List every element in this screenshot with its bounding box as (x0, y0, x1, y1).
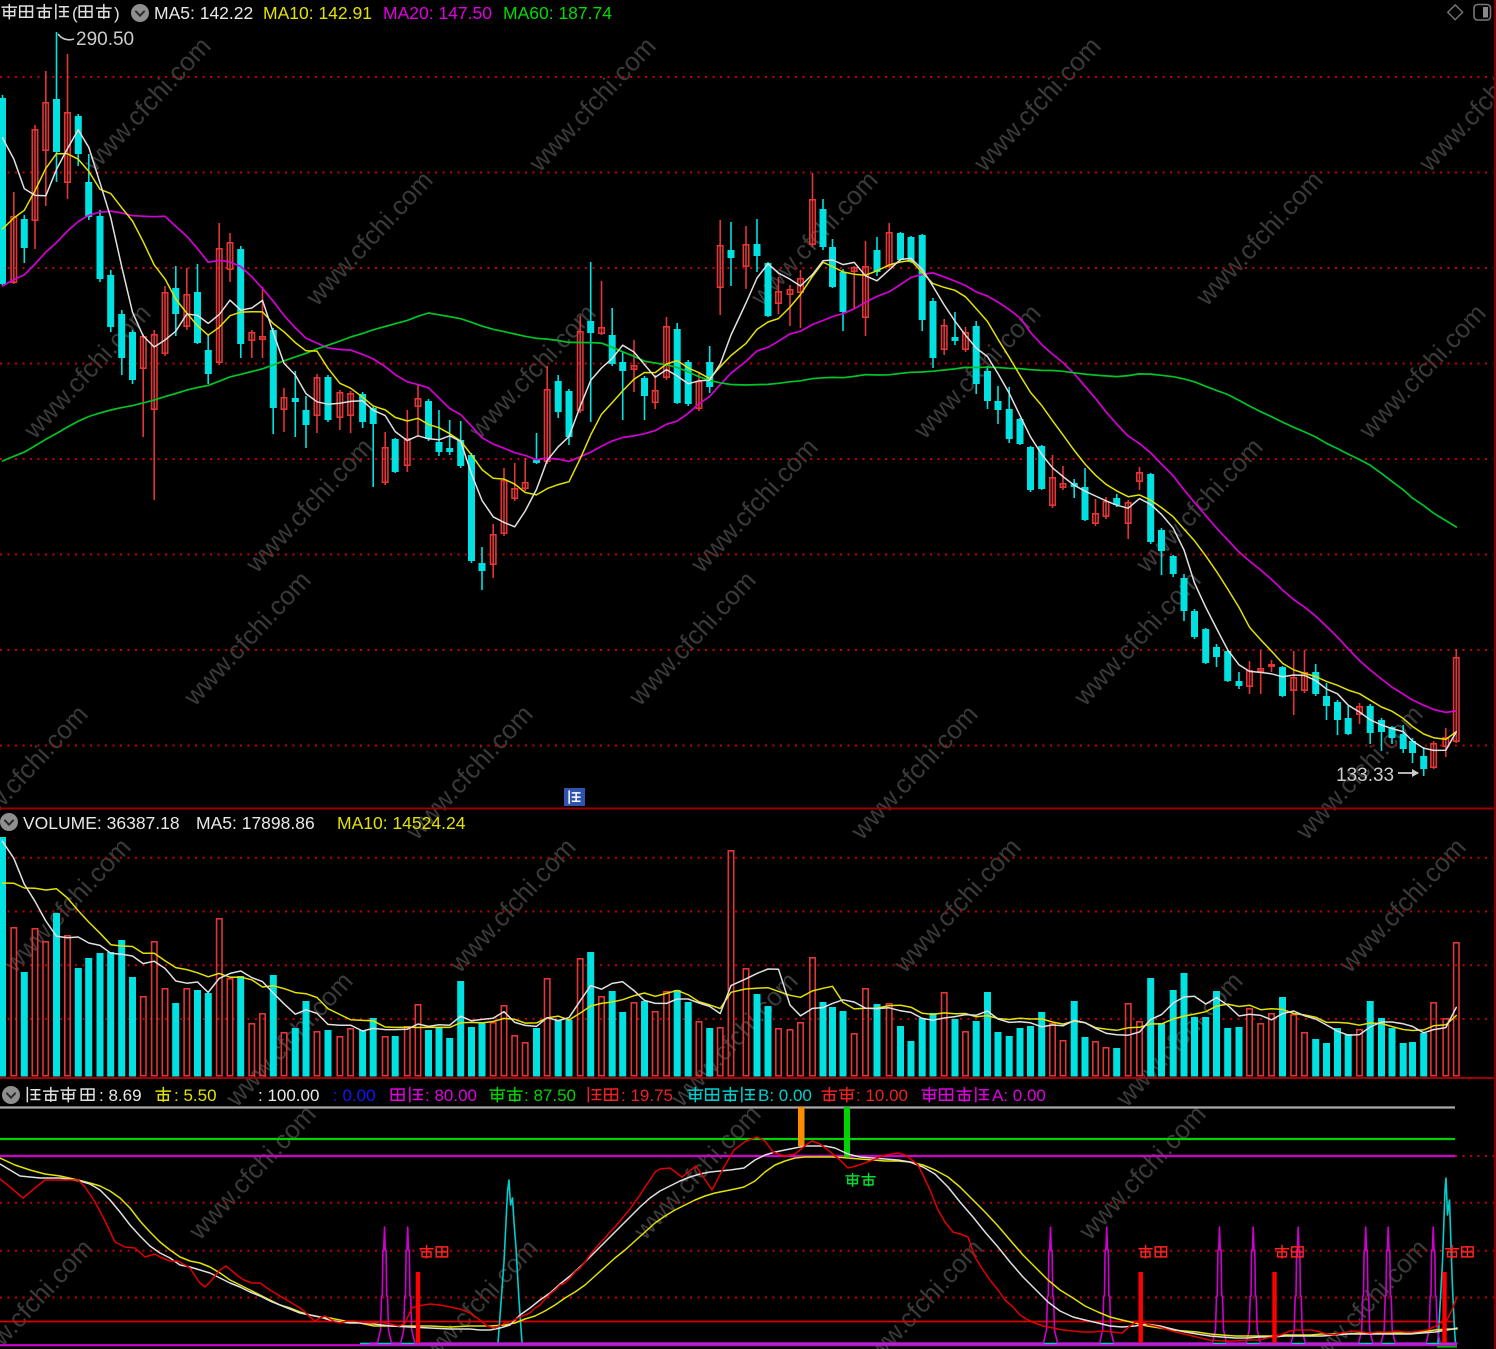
svg-text:: 5.50: : 5.50 (174, 1086, 217, 1105)
svg-text:MA60: 187.74: MA60: 187.74 (503, 3, 612, 23)
svg-text:: 87.50: : 87.50 (524, 1086, 576, 1105)
svg-text:: 80.00: : 80.00 (425, 1086, 477, 1105)
svg-text:MA10: 14524.24: MA10: 14524.24 (337, 813, 466, 833)
svg-text:A: 0.00: A: 0.00 (992, 1086, 1046, 1105)
svg-text:: 10.00: : 10.00 (856, 1086, 908, 1105)
svg-text:MA5: 17898.86: MA5: 17898.86 (196, 813, 315, 833)
svg-text:290.50: 290.50 (76, 29, 134, 50)
svg-text:MA10: 142.91: MA10: 142.91 (263, 3, 372, 23)
svg-text:VOLUME: 36387.18: VOLUME: 36387.18 (23, 813, 180, 833)
svg-text:(: ( (72, 4, 78, 23)
svg-text:: 100.00: : 100.00 (258, 1086, 319, 1105)
svg-text:: 0.00: : 0.00 (333, 1086, 376, 1105)
svg-text:: 8.69: : 8.69 (99, 1086, 142, 1105)
svg-text:: 19.75: : 19.75 (621, 1086, 673, 1105)
svg-text:MA5: 142.22: MA5: 142.22 (154, 3, 253, 23)
svg-text:B: 0.00: B: 0.00 (758, 1086, 812, 1105)
svg-text:MA20: 147.50: MA20: 147.50 (383, 3, 492, 23)
svg-text:): ) (114, 4, 120, 23)
svg-text:133.33: 133.33 (1336, 765, 1394, 786)
